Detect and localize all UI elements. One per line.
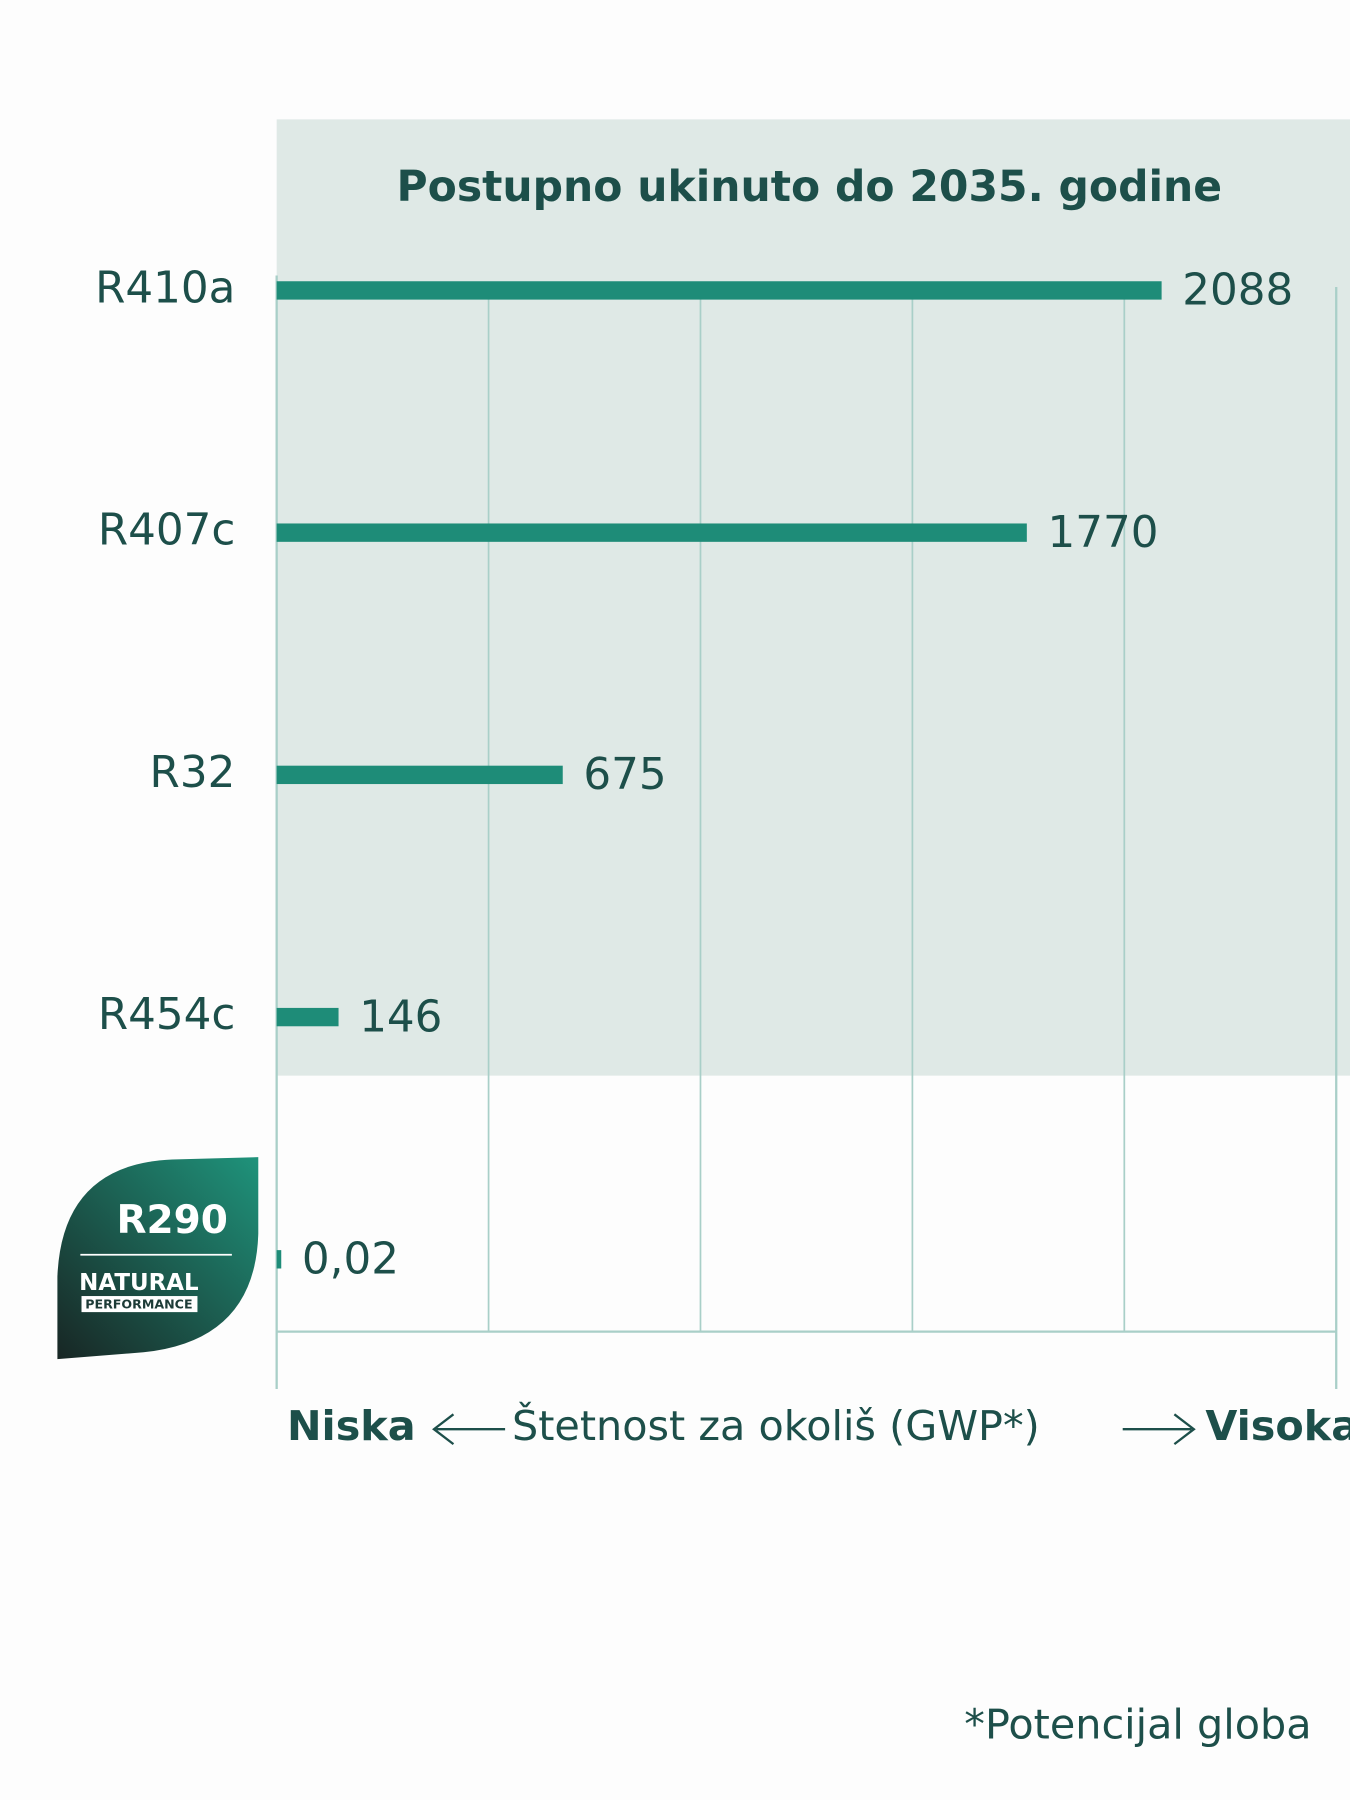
category-label: R407c	[98, 506, 236, 556]
axis-label: Štetnost za okoliš (GWP*)	[512, 1402, 1040, 1450]
bar	[276, 765, 563, 785]
axis-label-high: Visoka	[1205, 1402, 1350, 1450]
axis-label-low: Niska	[287, 1402, 416, 1450]
badge-text: PERFORMANCE	[85, 1297, 192, 1312]
r290-badge	[57, 1157, 259, 1360]
value-label: 0,02	[302, 1235, 399, 1285]
bar	[276, 1250, 282, 1269]
badge-category: R290	[116, 1198, 227, 1243]
bar	[276, 1007, 339, 1027]
chart-title: Postupno ukinuto do 2035. godine	[397, 163, 1223, 212]
category-label: R410a	[95, 263, 235, 313]
arrow-left	[432, 1413, 506, 1446]
bar	[276, 523, 1027, 542]
badge-box	[81, 1296, 198, 1313]
category-label: R32	[150, 748, 236, 798]
badge-text: NATURAL	[79, 1270, 198, 1296]
value-label: 146	[359, 992, 442, 1042]
footnote: *Potencijal globa	[964, 1701, 1311, 1749]
arrow-right	[1122, 1413, 1196, 1446]
value-label: 2088	[1182, 266, 1293, 316]
value-label: 1770	[1047, 508, 1158, 558]
phase-out-region	[276, 119, 1350, 1076]
category-label: R454c	[98, 990, 236, 1040]
value-label: 675	[583, 750, 666, 800]
bar	[276, 281, 1162, 300]
